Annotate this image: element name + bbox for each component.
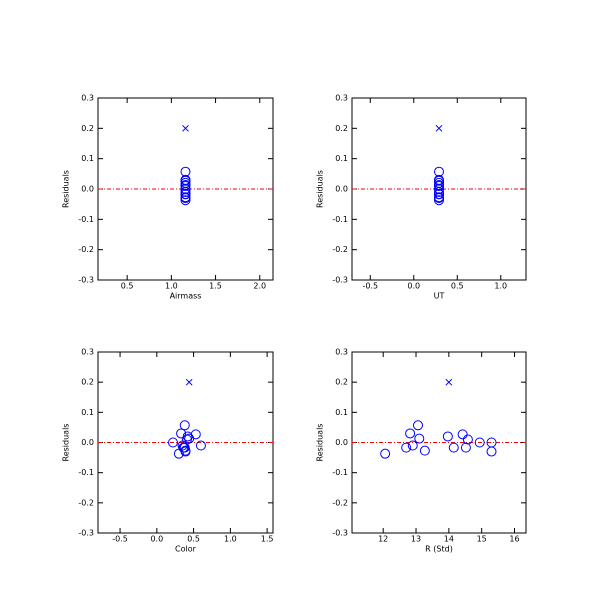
x-tick-label: 15 xyxy=(477,535,487,544)
y-tick-label: 0.2 xyxy=(335,124,348,133)
y-tick-label: 0.3 xyxy=(81,348,94,357)
circle-marker xyxy=(434,175,444,186)
x-marker xyxy=(445,378,453,386)
y-tick-label: -0.1 xyxy=(78,468,94,477)
circle-marker xyxy=(195,440,206,451)
x-axis-label: UT xyxy=(434,292,445,301)
y-tick-label: -0.2 xyxy=(78,498,94,507)
x-tick-label: 0.5 xyxy=(121,282,134,291)
y-tick-label: 0.3 xyxy=(335,94,348,103)
x-tick-label: 14 xyxy=(444,535,454,544)
y-tick-label: 0.0 xyxy=(335,185,348,194)
circle-marker xyxy=(405,428,416,439)
circle-marker xyxy=(168,437,178,448)
y-axis-label: Residuals xyxy=(316,424,325,462)
circle-marker xyxy=(434,193,444,204)
y-axis-label: Residuals xyxy=(316,170,325,208)
circle-marker xyxy=(486,446,497,457)
y-tick-label: 0.1 xyxy=(335,408,348,417)
x-tick-label: 0.0 xyxy=(150,535,163,544)
y-tick-label: 0.1 xyxy=(81,154,94,163)
circle-marker xyxy=(474,437,485,448)
y-tick-label: -0.3 xyxy=(332,276,348,285)
y-tick-label: -0.3 xyxy=(78,529,94,538)
circle-marker xyxy=(434,180,444,191)
circle-marker xyxy=(380,448,391,459)
x-tick-label: 1.0 xyxy=(224,535,237,544)
circle-marker xyxy=(434,166,444,177)
circle-marker xyxy=(181,434,192,445)
y-tick-label: -0.3 xyxy=(78,276,94,285)
circle-marker xyxy=(412,420,423,431)
x-tick-label: 1.0 xyxy=(494,282,507,291)
circle-marker xyxy=(460,442,471,453)
y-tick-label: 0.2 xyxy=(335,378,348,387)
x-tick-label: 1.5 xyxy=(261,535,274,544)
circle-marker xyxy=(190,429,201,440)
circle-marker xyxy=(442,431,453,442)
circle-marker xyxy=(414,433,425,444)
circle-marker xyxy=(180,166,191,177)
y-axis-label: Residuals xyxy=(62,170,71,208)
circle-marker xyxy=(407,440,418,451)
circle-marker xyxy=(176,428,187,439)
x-axis-label: Color xyxy=(175,545,197,554)
x-marker xyxy=(435,124,443,132)
x-tick-label: 0.5 xyxy=(451,282,464,291)
circle-marker xyxy=(419,445,430,456)
x-marker xyxy=(182,124,189,132)
x-tick-label: 12 xyxy=(378,535,388,544)
circle-marker xyxy=(401,442,412,453)
y-tick-label: -0.2 xyxy=(78,245,94,254)
y-axis-label: Residuals xyxy=(62,424,71,462)
circle-marker xyxy=(448,442,459,453)
y-tick-label: -0.3 xyxy=(332,529,348,538)
x-tick-label: 1.5 xyxy=(209,282,222,291)
circle-marker xyxy=(180,189,191,200)
x-axis-label: R (Std) xyxy=(425,545,453,554)
x-tick-label: 1.0 xyxy=(165,282,178,291)
x-tick-label: 2.0 xyxy=(253,282,266,291)
circle-marker xyxy=(462,434,473,445)
y-tick-label: 0.1 xyxy=(81,408,94,417)
y-tick-label: -0.1 xyxy=(78,215,94,224)
y-tick-label: 0.3 xyxy=(81,94,94,103)
x-tick-label: 0.5 xyxy=(187,535,200,544)
y-tick-label: 0.0 xyxy=(335,438,348,447)
x-tick-label: 0.0 xyxy=(407,282,420,291)
x-tick-label: -0.5 xyxy=(112,535,128,544)
y-tick-label: 0.0 xyxy=(81,185,94,194)
circle-marker xyxy=(180,175,191,186)
y-tick-label: 0.2 xyxy=(81,124,94,133)
circle-marker xyxy=(179,420,190,431)
y-tick-label: 0.2 xyxy=(81,378,94,387)
x-axis-label: Airmass xyxy=(170,292,202,301)
y-tick-label: -0.2 xyxy=(332,498,348,507)
circle-marker xyxy=(180,180,191,191)
y-tick-label: 0.1 xyxy=(335,154,348,163)
x-tick-label: -0.5 xyxy=(362,282,378,291)
x-marker xyxy=(185,378,193,386)
y-tick-label: 0.3 xyxy=(335,348,348,357)
circle-marker xyxy=(180,446,191,457)
circle-marker xyxy=(180,193,191,204)
y-tick-label: -0.1 xyxy=(332,468,348,477)
y-tick-label: -0.1 xyxy=(332,215,348,224)
circle-marker xyxy=(434,189,444,200)
x-tick-label: 13 xyxy=(411,535,421,544)
y-tick-label: -0.2 xyxy=(332,245,348,254)
y-tick-label: 0.0 xyxy=(81,438,94,447)
x-tick-label: 16 xyxy=(509,535,519,544)
circle-marker xyxy=(457,429,468,440)
